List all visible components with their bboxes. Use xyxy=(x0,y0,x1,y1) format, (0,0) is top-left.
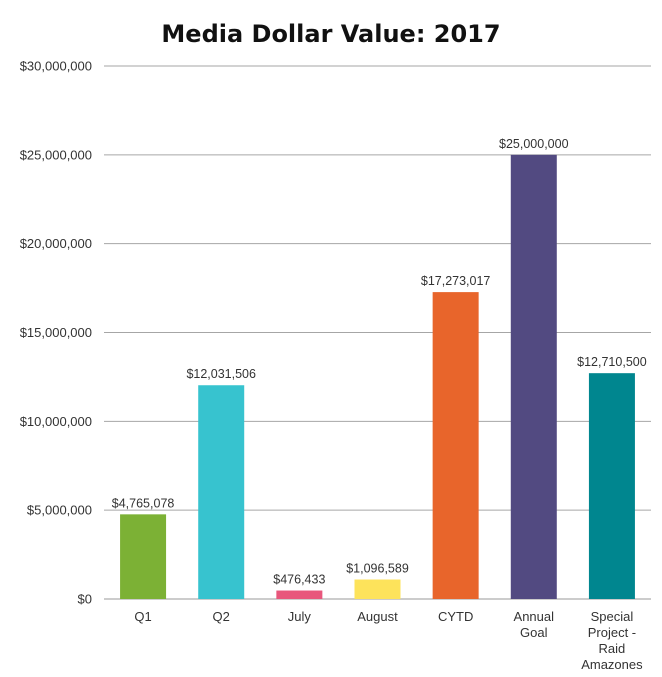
data-label: $12,710,500 xyxy=(577,355,647,369)
data-label: $12,031,506 xyxy=(186,367,256,381)
x-tick-label: Annual Goal xyxy=(514,609,555,640)
y-tick-label: $30,000,000 xyxy=(20,59,92,74)
y-tick-label: $25,000,000 xyxy=(20,147,92,162)
bar xyxy=(510,154,557,600)
x-tick-label-line: CYTD xyxy=(438,609,473,624)
y-tick-label: $20,000,000 xyxy=(20,236,92,251)
x-tick-label-line: July xyxy=(288,609,312,624)
bar xyxy=(354,579,401,599)
x-tick-label: August xyxy=(357,609,398,624)
x-tick-label-line: Goal xyxy=(520,625,548,640)
x-tick-label: Q1 xyxy=(134,609,151,624)
x-tick-label-line: Amazones xyxy=(581,657,643,672)
bar xyxy=(198,385,245,599)
x-tick-label-line: Project - xyxy=(588,625,636,640)
y-tick-label: $15,000,000 xyxy=(20,325,92,340)
x-tick-label-line: August xyxy=(357,609,398,624)
y-tick-label: $5,000,000 xyxy=(27,503,92,518)
x-tick-label-line: Q1 xyxy=(134,609,151,624)
data-label: $25,000,000 xyxy=(499,137,569,151)
x-tick-label-line: Special xyxy=(591,609,634,624)
y-tick-label: $10,000,000 xyxy=(20,414,92,429)
x-tick-label: Special Project -Raid Amazones xyxy=(581,609,643,672)
x-tick-label: July xyxy=(288,609,312,624)
x-tick-label: Q2 xyxy=(213,609,230,624)
bar xyxy=(120,514,167,599)
x-tick-label-line: Q2 xyxy=(213,609,230,624)
bar xyxy=(588,373,635,599)
y-tick-label: $0 xyxy=(78,592,92,607)
data-label: $4,765,078 xyxy=(112,496,175,510)
bar xyxy=(432,292,479,599)
bar xyxy=(276,590,323,599)
x-tick-label-line: Annual xyxy=(514,609,555,624)
data-label: $476,433 xyxy=(273,573,325,587)
chart-title: Media Dollar Value: 2017 xyxy=(161,20,501,48)
data-label: $17,273,017 xyxy=(421,274,491,288)
x-tick-label: CYTD xyxy=(438,609,473,624)
x-tick-label-line: Raid xyxy=(599,641,626,656)
data-label: $1,096,589 xyxy=(346,562,409,576)
